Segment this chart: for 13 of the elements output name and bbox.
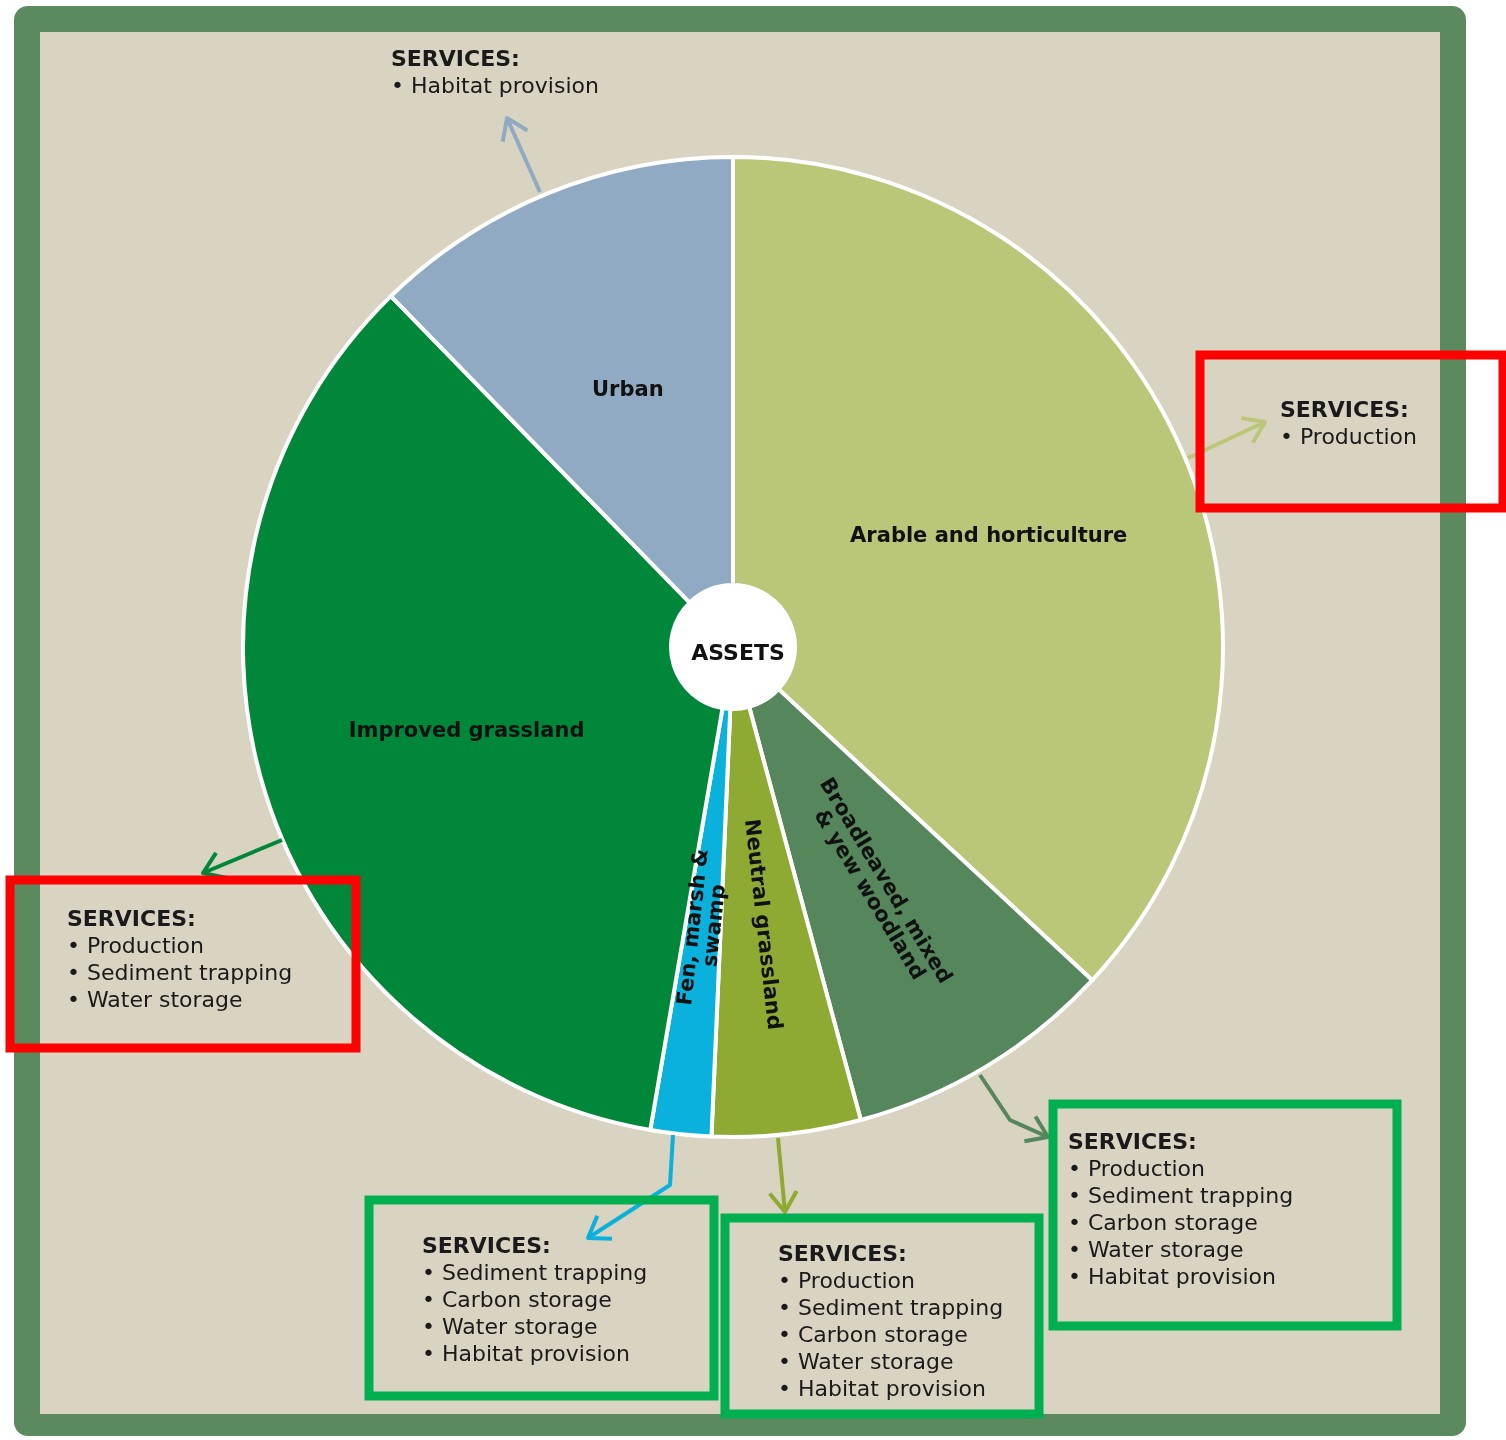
text: ASSETS — [691, 639, 785, 665]
text: SERVICES: • Production • Sediment trapping • Carbon storage • Water storage • Habitat provision — [778, 1241, 1004, 1401]
text: SERVICES: • Sediment trapping • Carbon storage • Water storage • Habitat provision — [422, 1233, 648, 1366]
slice-label: Fen, marsh & swamp — [672, 840, 731, 1007]
text: SERVICES: • Production — [1068, 1129, 1206, 1181]
text: SERVICES: • Production — [1280, 397, 1418, 449]
slice-label: Improved grassland — [348, 717, 585, 742]
slice-label: Arable and horticulture — [850, 523, 1128, 548]
text: • Sediment trapping • Carbon storage • Water storage • Habitat provision — [1068, 1183, 1294, 1289]
slice-label: Urban — [592, 376, 664, 401]
text: SERVICES: • Production • Sediment trapping • Water storage — [67, 906, 293, 1012]
text: SERVICES: • Habitat provision — [391, 46, 599, 98]
slice-label: Neutral grassland — [740, 817, 788, 1031]
